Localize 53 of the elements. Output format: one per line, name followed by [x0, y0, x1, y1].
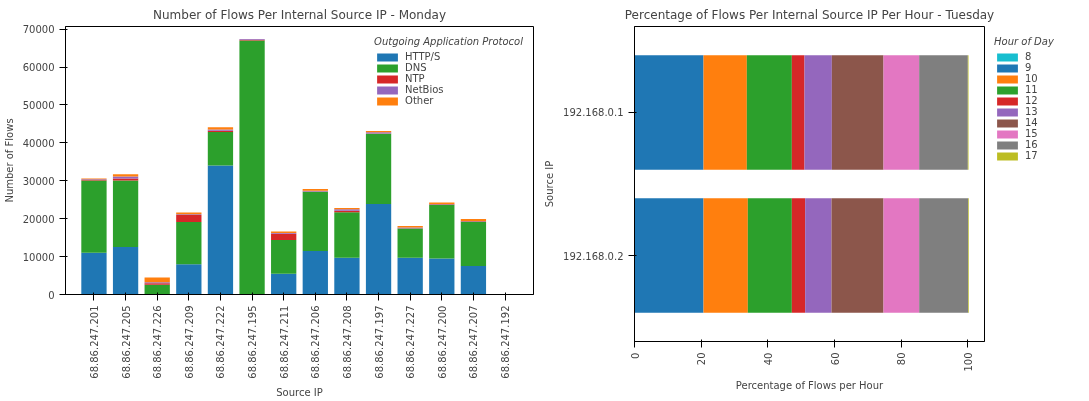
legend-label: 12 — [1025, 95, 1039, 106]
legend-label: DNS — [405, 62, 427, 73]
x-tick-label: 40 — [762, 352, 774, 366]
x-tick-label: 20 — [696, 352, 708, 366]
x-tick-label: 68.86.247.201 — [88, 305, 100, 379]
x-tick-label: 68.86.247.200 — [436, 305, 448, 379]
chart-title: Percentage of Flows Per Internal Source IP Per Hour - Tuesday — [624, 7, 995, 22]
legend-label: 11 — [1025, 84, 1039, 95]
x-tick-label: 68.86.247.192 — [500, 305, 512, 379]
x-tick-label: 100 — [962, 352, 974, 372]
legend-label: NTP — [405, 73, 426, 84]
x-tick-label: 80 — [896, 352, 908, 366]
y-tick-label: 0 — [48, 289, 55, 301]
legend-label: HTTP/S — [405, 51, 441, 62]
legend-title: Outgoing Application Protocol — [374, 36, 523, 47]
legend-label: 17 — [1025, 150, 1039, 161]
legend-label: 13 — [1025, 106, 1039, 117]
y-axis-title: Number of Flows — [3, 118, 15, 203]
legend-label: 9 — [1025, 62, 1033, 73]
legend-label: 16 — [1025, 139, 1039, 150]
x-axis-title: Percentage of Flows per Hour — [735, 379, 885, 391]
y-tick-label: 30000 — [22, 175, 55, 187]
x-tick-label: 0 — [629, 352, 641, 359]
legend-label: 14 — [1025, 117, 1039, 128]
x-axis-title: Source IP — [276, 386, 323, 398]
legend-label: 15 — [1025, 128, 1039, 139]
x-tick-label: 68.86.247.211 — [278, 305, 290, 379]
legend-label: Other — [405, 95, 434, 106]
x-tick-label: 68.86.247.207 — [468, 305, 480, 379]
x-tick-label: 68.86.247.205 — [120, 305, 132, 379]
legend-title: Hour of Day — [994, 36, 1054, 47]
x-tick-label: 68.86.247.206 — [310, 305, 322, 379]
y-tick-label: 70000 — [22, 24, 55, 36]
chart-title: Number of Flows Per Internal Source IP - Monday — [153, 7, 446, 22]
y-axis-title: Source IP — [544, 160, 556, 208]
x-tick-label: 68.86.247.208 — [341, 305, 353, 379]
x-tick-label: 68.86.247.227 — [405, 305, 417, 379]
x-tick-label: 68.86.247.209 — [183, 305, 195, 379]
legend-label: NetBios — [405, 84, 444, 95]
x-tick-label: 68.86.247.197 — [373, 305, 385, 379]
y-tick-label: 10000 — [22, 251, 55, 263]
y-tick-label: 60000 — [22, 62, 55, 74]
x-tick-label: 68.86.247.226 — [152, 305, 164, 379]
legend-label: 8 — [1025, 51, 1033, 62]
y-tick-label: 192.168.0.2 — [563, 250, 624, 262]
y-tick-label: 192.168.0.1 — [563, 107, 624, 119]
y-tick-label: 40000 — [22, 137, 55, 149]
y-tick-label: 50000 — [22, 99, 55, 111]
x-tick-label: 60 — [829, 352, 841, 366]
legend-label: 10 — [1025, 73, 1039, 84]
x-tick-label: 68.86.247.222 — [215, 305, 227, 379]
y-tick-label: 20000 — [22, 213, 55, 225]
x-tick-label: 68.86.247.195 — [247, 305, 259, 379]
